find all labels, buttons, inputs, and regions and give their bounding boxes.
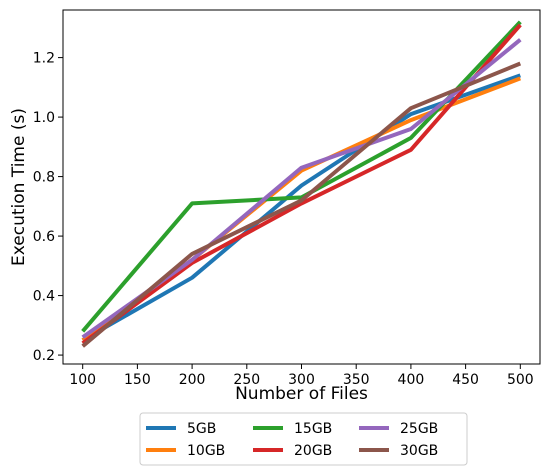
series-layer [81,20,522,348]
x-tick-label: 250 [233,372,260,388]
x-tick-label: 200 [179,372,206,388]
y-tick-label: 0.4 [33,289,55,305]
y-tick-label: 0.8 [33,170,55,186]
x-tick-label: 450 [452,372,479,388]
x-tick-label: 300 [288,372,315,388]
legend-label-10GB: 10GB [187,443,225,459]
legend-label-25GB: 25GB [400,421,438,437]
x-tick-label: 500 [507,372,534,388]
x-tick-label: 100 [69,372,96,388]
x-tick-label: 350 [343,372,370,388]
y-tick-label: 0.2 [33,348,55,364]
y-tick-label: 0.6 [33,229,55,245]
legend-label-15GB: 15GB [294,421,332,437]
series-line-20GB [81,23,522,345]
x-tick-label: 150 [124,372,151,388]
y-axis-label: Execution Time (s) [9,108,29,266]
legend-label-30GB: 30GB [400,443,438,459]
x-tick-label: 400 [398,372,425,388]
series-line-15GB [81,20,522,333]
y-tick-label: 1.2 [33,51,55,67]
y-tick-label: 1.0 [33,110,55,126]
legend-label-5GB: 5GB [187,421,216,437]
series-line-5GB [81,73,521,342]
x-axis-label: Number of Files [235,384,368,404]
legend-label-20GB: 20GB [294,443,332,459]
y-axis: 0.2 0.4 0.6 0.8 1.0 1.2 [33,51,63,364]
x-axis: 100 150 200 250 300 350 400 450 500 [69,364,534,388]
legend: 5GB 10GB 15GB 20GB 25GB 30GB [139,412,468,466]
series-line-30GB [81,61,522,348]
